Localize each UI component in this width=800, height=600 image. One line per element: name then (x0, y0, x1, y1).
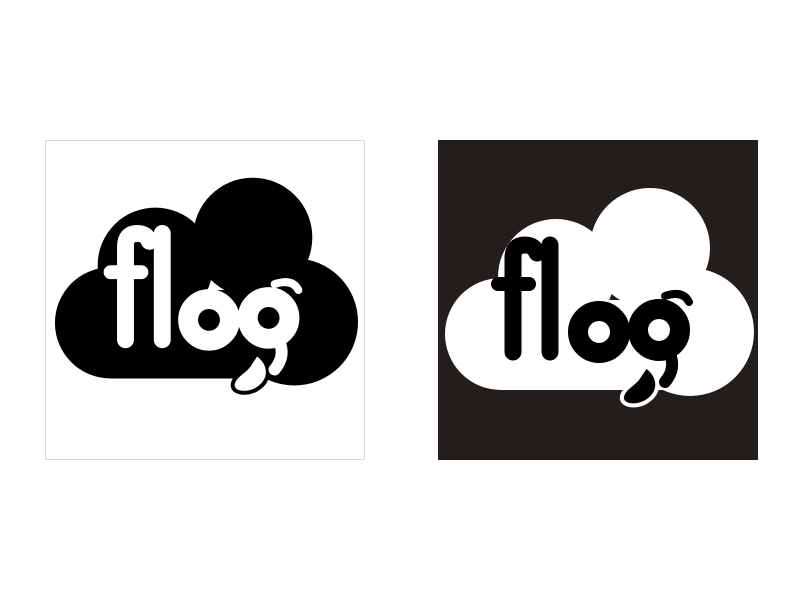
tail-shape (619, 364, 660, 408)
cloud-shape (54, 177, 359, 386)
wordmark-letters (491, 236, 693, 388)
logo-panel-negative: flog (438, 140, 758, 460)
cloud-shape (445, 188, 754, 396)
logo-panel-positive: flog (45, 140, 365, 460)
flog-logo-positive (54, 177, 359, 395)
flog-logo-negative (445, 188, 754, 408)
wordmark-letters (103, 224, 303, 376)
tail-shape (230, 351, 270, 395)
